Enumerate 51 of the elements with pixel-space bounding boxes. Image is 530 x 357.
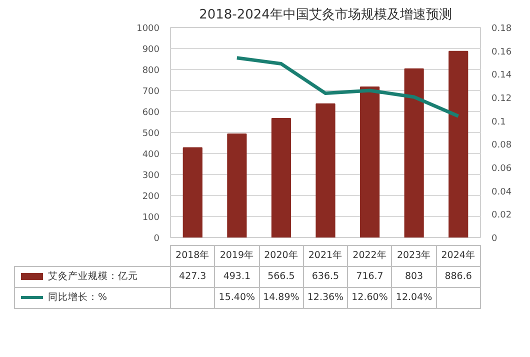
y-tick-label: 300 (142, 171, 160, 181)
x-tick-label: 2019年 (214, 246, 260, 266)
bar (448, 50, 468, 238)
data-label: 636.5 (303, 266, 348, 288)
data-label: 493.1 (214, 266, 260, 288)
y-tick-label: 0 (154, 234, 160, 244)
data-label: 12.36% (303, 288, 348, 308)
y2-tick-label: 0 (492, 234, 498, 244)
y-tick-label: 600 (142, 108, 160, 118)
data-label: 12.04% (392, 288, 436, 308)
bar (316, 103, 336, 238)
bar (360, 86, 380, 238)
line-series (235, 56, 460, 118)
data-label: 427.3 (170, 266, 215, 288)
x-tick-label: 2023年 (392, 246, 436, 266)
y2-tick-label: 0.02 (492, 210, 512, 221)
y-tick-label: 700 (142, 87, 160, 97)
chart-title: 2018-2024年中国艾灸市场规模及增速预测 (199, 8, 452, 22)
y2-tick-label: 0.14 (492, 70, 512, 81)
y-tick-label: 500 (142, 129, 160, 139)
x-tick-label: 2021年 (303, 246, 348, 266)
y2-tick-label: 0.06 (492, 164, 512, 174)
y2-tick-label: 0.08 (492, 140, 512, 151)
y-tick-label: 100 (142, 213, 160, 223)
y2-tick-label: 0.18 (492, 24, 512, 34)
y2-tick-label: 0.04 (492, 187, 512, 198)
data-label: 803 (392, 266, 436, 288)
y2-tick-label: 0.12 (492, 94, 512, 104)
y2-tick-label: 0.16 (492, 47, 512, 58)
data-label: 14.89% (259, 288, 304, 308)
x-tick-label: 2020年 (259, 246, 304, 266)
x-tick-label: 2022年 (348, 246, 392, 266)
y-tick-label: 900 (142, 45, 160, 55)
data-label: 716.7 (348, 266, 392, 288)
x-tick-label: 2024年 (436, 246, 480, 266)
data-label: 566.5 (259, 266, 304, 288)
legend-label: 艾灸产业规模：亿元 (14, 266, 170, 288)
bar (271, 118, 292, 238)
bar (404, 68, 424, 238)
data-label: 12.60% (348, 288, 392, 308)
y-tick-label: 200 (142, 192, 160, 202)
y-tick-label: 1000 (136, 24, 160, 34)
bar (227, 133, 247, 238)
data-label: 15.40% (214, 288, 260, 308)
y-tick-label: 800 (142, 66, 160, 76)
data-label: 886.6 (436, 266, 480, 288)
legend-label: 同比增长：% (14, 288, 170, 308)
y-tick-label: 400 (142, 150, 160, 160)
bar (182, 147, 202, 238)
x-tick-label: 2018年 (170, 246, 215, 266)
y2-tick-label: 0.1 (492, 117, 506, 128)
